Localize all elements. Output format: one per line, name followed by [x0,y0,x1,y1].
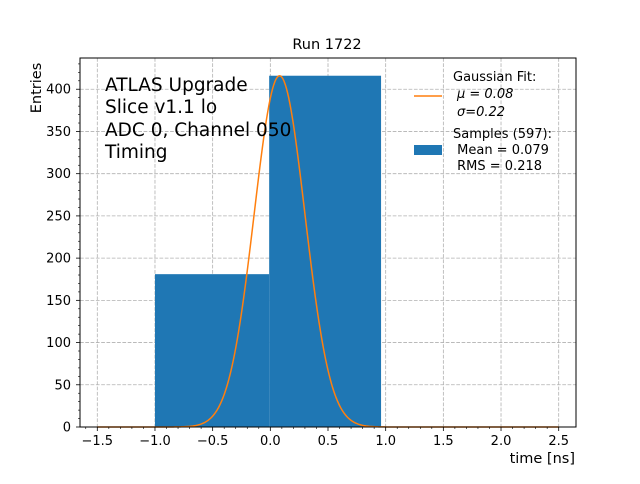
annotation-block: ATLAS Upgrade Slice v1.1 lo ADC 0, Chann… [104,75,291,163]
legend-hist-title: Samples (597): [453,127,552,142]
y-tick-label: 250 [46,209,71,224]
histogram-bar [154,274,270,427]
chart-title: Run 1722 [292,37,361,53]
x-tick-label: 0.0 [260,434,281,449]
axis-ticks: −1.5 −1.0 −0.5 0.0 0.5 1.0 1.5 2.0 2.5 0 50 100 150 2… [46,63,569,449]
x-tick-label: −1.0 [139,434,171,449]
annotation-line: Slice v1.1 lo [105,97,217,118]
legend-hist-swatch [414,145,442,155]
x-tick-label: 0.5 [318,434,339,449]
y-tick-label: 150 [46,294,71,309]
y-tick-label: 0 [63,421,71,436]
x-tick-label: 2.5 [548,434,569,449]
y-tick-label: 350 [46,125,71,140]
y-tick-label: 50 [54,378,71,393]
legend-fit-mu: μ = 0.08 [456,87,513,102]
legend-fit-title: Gaussian Fit: [453,70,536,85]
x-tick-label: −0.5 [197,434,229,449]
y-tick-label: 200 [46,252,71,267]
x-tick-label: 2.0 [491,434,512,449]
y-tick-label: 400 [46,83,71,98]
y-tick-label: 100 [46,336,71,351]
y-axis-label: Entries [29,63,45,114]
x-axis-label: time [ns] [510,451,575,467]
y-tick-label: 300 [46,167,71,182]
histogram-bar [269,75,382,427]
x-tick-label: 1.0 [375,434,396,449]
annotation-line: Timing [104,142,168,163]
x-tick-label: −1.5 [82,434,114,449]
x-tick-label: 1.5 [433,434,454,449]
legend-hist-mean: Mean = 0.079 [453,143,549,158]
legend-fit-sigma: σ=0.22 [457,105,505,120]
histogram-bars [154,75,382,427]
annotation-line: ADC 0, Channel 050 [105,120,291,141]
annotation-line: ATLAS Upgrade [105,75,248,96]
legend-hist-rms: RMS = 0.218 [453,159,542,174]
legend: Gaussian Fit: μ = 0.08 σ=0.22 Samples (5… [414,70,552,174]
